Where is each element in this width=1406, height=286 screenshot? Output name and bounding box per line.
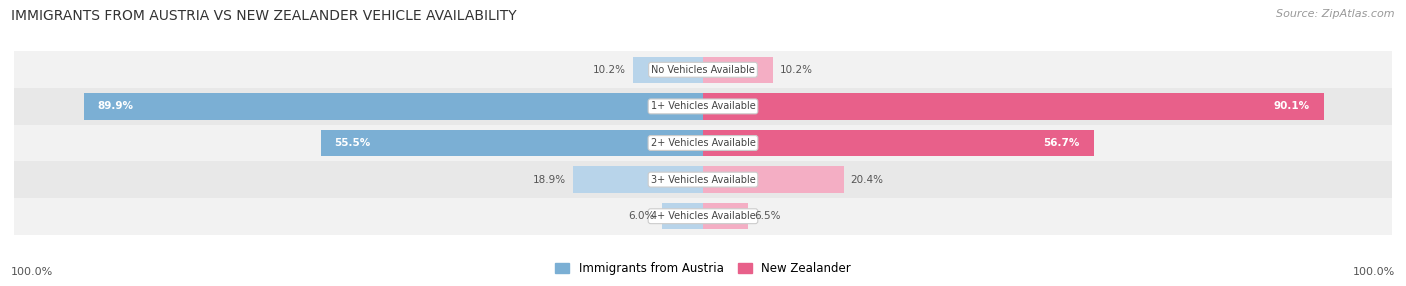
Text: 6.5%: 6.5%	[755, 211, 782, 221]
Bar	[83, 93, 703, 120]
Bar	[14, 51, 1392, 88]
Legend: Immigrants from Austria, New Zealander: Immigrants from Austria, New Zealander	[550, 258, 856, 280]
Text: 2+ Vehicles Available: 2+ Vehicles Available	[651, 138, 755, 148]
Text: 20.4%: 20.4%	[851, 175, 883, 184]
Text: 100.0%: 100.0%	[1353, 267, 1395, 277]
Text: 100.0%: 100.0%	[11, 267, 53, 277]
Bar	[633, 57, 703, 83]
Bar	[703, 166, 844, 193]
Bar	[14, 88, 1392, 125]
Text: 10.2%: 10.2%	[593, 65, 626, 75]
Bar	[662, 203, 703, 229]
Bar	[703, 130, 1094, 156]
Text: 4+ Vehicles Available: 4+ Vehicles Available	[651, 211, 755, 221]
Bar	[703, 93, 1323, 120]
Text: No Vehicles Available: No Vehicles Available	[651, 65, 755, 75]
Bar	[321, 130, 703, 156]
Text: IMMIGRANTS FROM AUSTRIA VS NEW ZEALANDER VEHICLE AVAILABILITY: IMMIGRANTS FROM AUSTRIA VS NEW ZEALANDER…	[11, 9, 517, 23]
Text: 90.1%: 90.1%	[1274, 102, 1310, 111]
Text: Source: ZipAtlas.com: Source: ZipAtlas.com	[1277, 9, 1395, 19]
Text: 89.9%: 89.9%	[97, 102, 134, 111]
Text: 18.9%: 18.9%	[533, 175, 565, 184]
Bar	[572, 166, 703, 193]
Bar	[14, 198, 1392, 235]
Text: 55.5%: 55.5%	[335, 138, 371, 148]
Text: 10.2%: 10.2%	[780, 65, 813, 75]
Bar	[703, 203, 748, 229]
Text: 1+ Vehicles Available: 1+ Vehicles Available	[651, 102, 755, 111]
Text: 3+ Vehicles Available: 3+ Vehicles Available	[651, 175, 755, 184]
Text: 56.7%: 56.7%	[1043, 138, 1080, 148]
Bar	[14, 161, 1392, 198]
Text: 6.0%: 6.0%	[628, 211, 655, 221]
Bar	[14, 125, 1392, 161]
Bar	[703, 57, 773, 83]
